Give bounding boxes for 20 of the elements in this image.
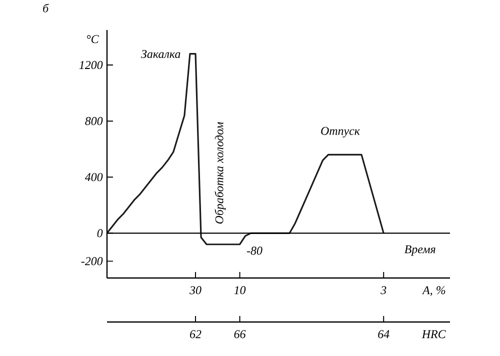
x-axis-title: A, % (422, 286, 446, 296)
y-tick-label: 0 (97, 229, 103, 238)
chart-title: б (43, 4, 49, 12)
ref-line-label: Время (404, 245, 436, 256)
annotation: 64 (378, 330, 390, 338)
x-tick-label: 3 (380, 286, 386, 294)
annotation: Закалка (141, 50, 180, 58)
annotation: Отпуск (321, 126, 360, 138)
annotation: Обработка холодом (214, 122, 226, 224)
annotation: 62 (190, 330, 202, 338)
y-tick-label: -200 (81, 257, 103, 266)
y-tick-label: 1200 (79, 60, 103, 70)
y-tick-label: 800 (85, 117, 103, 126)
x-tick-label: 10 (234, 286, 246, 294)
annotation: -80 (246, 246, 262, 255)
annotation: 66 (234, 330, 246, 338)
y-axis-title: °C (87, 35, 99, 44)
y-tick-label: 400 (84, 173, 103, 182)
x-tick-label: 30 (190, 286, 202, 294)
text: HRC (422, 330, 446, 338)
